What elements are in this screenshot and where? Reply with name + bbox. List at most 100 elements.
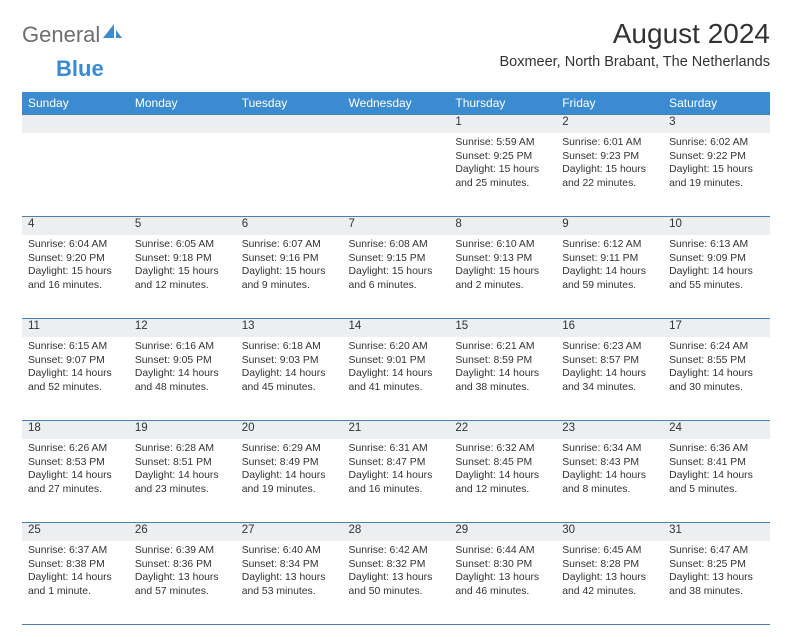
day-number-cell: 26 [129, 523, 236, 542]
sunrise-text: Sunrise: 6:04 AM [28, 238, 123, 252]
day-detail-cell [22, 133, 129, 217]
daylight-text: Daylight: 14 hours and 12 minutes. [455, 469, 550, 496]
sunrise-text: Sunrise: 6:44 AM [455, 544, 550, 558]
sunrise-text: Sunrise: 6:12 AM [562, 238, 657, 252]
sunset-text: Sunset: 8:45 PM [455, 456, 550, 470]
sunrise-text: Sunrise: 6:29 AM [242, 442, 337, 456]
day-number-cell: 5 [129, 217, 236, 236]
daylight-text: Daylight: 14 hours and 8 minutes. [562, 469, 657, 496]
day-detail-cell: Sunrise: 6:23 AMSunset: 8:57 PMDaylight:… [556, 337, 663, 421]
day-detail-cell: Sunrise: 6:04 AMSunset: 9:20 PMDaylight:… [22, 235, 129, 319]
day-number-cell [22, 115, 129, 134]
day-detail-cell: Sunrise: 6:07 AMSunset: 9:16 PMDaylight:… [236, 235, 343, 319]
sunset-text: Sunset: 9:09 PM [669, 252, 764, 266]
sunset-text: Sunset: 8:55 PM [669, 354, 764, 368]
day-detail-cell: Sunrise: 6:24 AMSunset: 8:55 PMDaylight:… [663, 337, 770, 421]
day-detail-row: Sunrise: 6:04 AMSunset: 9:20 PMDaylight:… [22, 235, 770, 319]
title-block: August 2024 Boxmeer, North Brabant, The … [499, 18, 770, 70]
daylight-text: Daylight: 13 hours and 57 minutes. [135, 571, 230, 598]
day-number-cell: 19 [129, 421, 236, 440]
sunrise-text: Sunrise: 6:15 AM [28, 340, 123, 354]
day-number-row: 18192021222324 [22, 421, 770, 440]
weekday-row: SundayMondayTuesdayWednesdayThursdayFrid… [22, 92, 770, 115]
day-number-cell [129, 115, 236, 134]
day-number-row: 11121314151617 [22, 319, 770, 338]
day-detail-cell: Sunrise: 6:05 AMSunset: 9:18 PMDaylight:… [129, 235, 236, 319]
weekday-header: Wednesday [343, 92, 450, 115]
day-detail-cell: Sunrise: 6:32 AMSunset: 8:45 PMDaylight:… [449, 439, 556, 523]
sunset-text: Sunset: 9:05 PM [135, 354, 230, 368]
daylight-text: Daylight: 13 hours and 38 minutes. [669, 571, 764, 598]
day-detail-cell: Sunrise: 6:36 AMSunset: 8:41 PMDaylight:… [663, 439, 770, 523]
daylight-text: Daylight: 14 hours and 30 minutes. [669, 367, 764, 394]
sunset-text: Sunset: 9:25 PM [455, 150, 550, 164]
sunset-text: Sunset: 9:18 PM [135, 252, 230, 266]
day-detail-cell: Sunrise: 6:26 AMSunset: 8:53 PMDaylight:… [22, 439, 129, 523]
day-number-cell: 17 [663, 319, 770, 338]
sunrise-text: Sunrise: 6:37 AM [28, 544, 123, 558]
day-detail-cell: Sunrise: 5:59 AMSunset: 9:25 PMDaylight:… [449, 133, 556, 217]
sunset-text: Sunset: 8:51 PM [135, 456, 230, 470]
daylight-text: Daylight: 15 hours and 25 minutes. [455, 163, 550, 190]
sunrise-text: Sunrise: 5:59 AM [455, 136, 550, 150]
day-detail-cell: Sunrise: 6:29 AMSunset: 8:49 PMDaylight:… [236, 439, 343, 523]
brand-logo: General [22, 22, 125, 48]
daylight-text: Daylight: 14 hours and 52 minutes. [28, 367, 123, 394]
daylight-text: Daylight: 15 hours and 22 minutes. [562, 163, 657, 190]
day-number-cell: 1 [449, 115, 556, 134]
day-detail-cell: Sunrise: 6:34 AMSunset: 8:43 PMDaylight:… [556, 439, 663, 523]
sunrise-text: Sunrise: 6:10 AM [455, 238, 550, 252]
day-number-cell: 15 [449, 319, 556, 338]
daylight-text: Daylight: 14 hours and 23 minutes. [135, 469, 230, 496]
calendar-header: SundayMondayTuesdayWednesdayThursdayFrid… [22, 92, 770, 115]
day-number-cell [343, 115, 450, 134]
day-number-cell: 14 [343, 319, 450, 338]
daylight-text: Daylight: 13 hours and 53 minutes. [242, 571, 337, 598]
daylight-text: Daylight: 14 hours and 5 minutes. [669, 469, 764, 496]
day-number-cell: 8 [449, 217, 556, 236]
day-detail-cell [129, 133, 236, 217]
sunrise-text: Sunrise: 6:20 AM [349, 340, 444, 354]
daylight-text: Daylight: 14 hours and 16 minutes. [349, 469, 444, 496]
weekday-header: Thursday [449, 92, 556, 115]
sunset-text: Sunset: 8:30 PM [455, 558, 550, 572]
sunrise-text: Sunrise: 6:32 AM [455, 442, 550, 456]
sunset-text: Sunset: 8:41 PM [669, 456, 764, 470]
day-detail-cell: Sunrise: 6:28 AMSunset: 8:51 PMDaylight:… [129, 439, 236, 523]
daylight-text: Daylight: 15 hours and 16 minutes. [28, 265, 123, 292]
sunrise-text: Sunrise: 6:16 AM [135, 340, 230, 354]
day-number-cell: 13 [236, 319, 343, 338]
day-detail-cell: Sunrise: 6:16 AMSunset: 9:05 PMDaylight:… [129, 337, 236, 421]
sunrise-text: Sunrise: 6:26 AM [28, 442, 123, 456]
daylight-text: Daylight: 14 hours and 45 minutes. [242, 367, 337, 394]
daylight-text: Daylight: 13 hours and 50 minutes. [349, 571, 444, 598]
day-detail-cell: Sunrise: 6:18 AMSunset: 9:03 PMDaylight:… [236, 337, 343, 421]
sunset-text: Sunset: 9:01 PM [349, 354, 444, 368]
sunset-text: Sunset: 8:49 PM [242, 456, 337, 470]
sunrise-text: Sunrise: 6:42 AM [349, 544, 444, 558]
day-number-cell: 9 [556, 217, 663, 236]
day-detail-cell: Sunrise: 6:20 AMSunset: 9:01 PMDaylight:… [343, 337, 450, 421]
brand-sail-icon [103, 24, 123, 45]
sunset-text: Sunset: 9:22 PM [669, 150, 764, 164]
day-detail-cell: Sunrise: 6:15 AMSunset: 9:07 PMDaylight:… [22, 337, 129, 421]
calendar-table: SundayMondayTuesdayWednesdayThursdayFrid… [22, 92, 770, 625]
day-number-cell: 23 [556, 421, 663, 440]
day-number-cell: 6 [236, 217, 343, 236]
sunset-text: Sunset: 8:53 PM [28, 456, 123, 470]
day-number-cell: 20 [236, 421, 343, 440]
day-number-cell: 27 [236, 523, 343, 542]
sunrise-text: Sunrise: 6:28 AM [135, 442, 230, 456]
sunrise-text: Sunrise: 6:40 AM [242, 544, 337, 558]
sunrise-text: Sunrise: 6:45 AM [562, 544, 657, 558]
day-detail-cell [343, 133, 450, 217]
day-detail-cell: Sunrise: 6:13 AMSunset: 9:09 PMDaylight:… [663, 235, 770, 319]
daylight-text: Daylight: 14 hours and 34 minutes. [562, 367, 657, 394]
daylight-text: Daylight: 14 hours and 19 minutes. [242, 469, 337, 496]
sunset-text: Sunset: 9:13 PM [455, 252, 550, 266]
day-detail-cell: Sunrise: 6:02 AMSunset: 9:22 PMDaylight:… [663, 133, 770, 217]
sunset-text: Sunset: 8:25 PM [669, 558, 764, 572]
day-number-cell: 22 [449, 421, 556, 440]
sunrise-text: Sunrise: 6:31 AM [349, 442, 444, 456]
sunrise-text: Sunrise: 6:08 AM [349, 238, 444, 252]
